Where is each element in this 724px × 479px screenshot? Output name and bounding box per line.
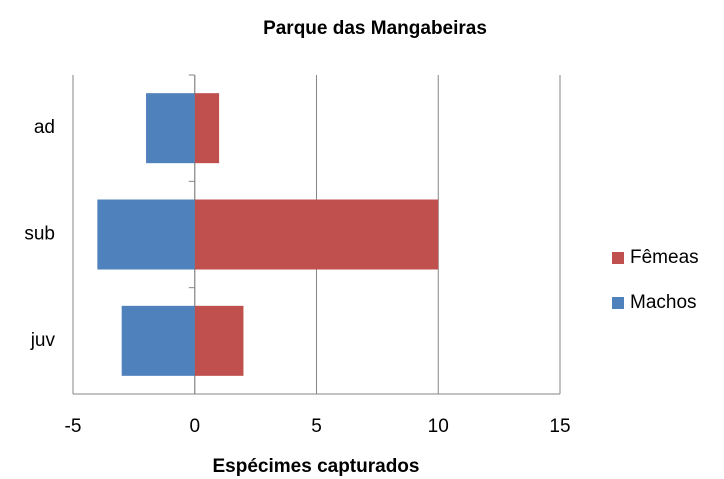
bar [194, 93, 220, 164]
x-tick-label: 10 [428, 416, 449, 437]
legend-label: Machos [630, 292, 697, 313]
legend-label: Fêmeas [630, 247, 699, 268]
x-tick-label: 0 [189, 416, 200, 437]
x-axis-label: Espécimes capturados [213, 456, 420, 477]
legend-swatch [612, 297, 624, 309]
x-tick-label: -5 [65, 416, 82, 437]
bar [97, 199, 195, 270]
y-tick-label: sub [24, 224, 55, 245]
y-tick-label: juv [30, 330, 56, 351]
x-tick-label: 5 [311, 416, 322, 437]
bar [194, 199, 439, 270]
chart-title: Parque das Mangabeiras [263, 18, 487, 39]
x-tick-label: 15 [549, 416, 570, 437]
legend-swatch [612, 252, 624, 264]
bar [121, 305, 195, 376]
bar [194, 305, 244, 376]
bar [146, 93, 195, 164]
y-tick-label: ad [34, 117, 55, 138]
